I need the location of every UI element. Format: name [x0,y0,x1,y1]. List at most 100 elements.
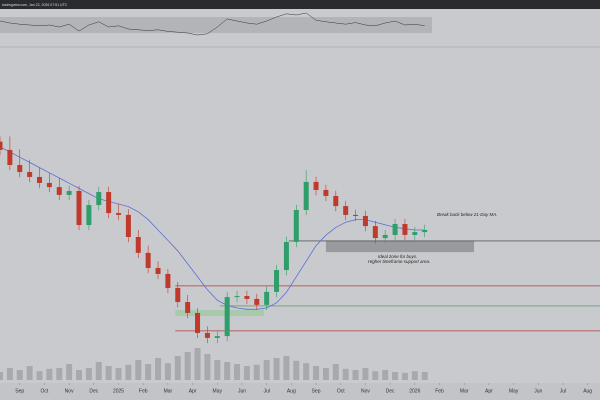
rsi-line [0,12,425,36]
candle-body [313,181,319,190]
candle-body [382,234,388,239]
candle-body [155,267,161,274]
x-tick-label: Apr [189,388,197,394]
candle-body [244,296,250,299]
candle-body [412,232,418,235]
annotation: Higher timeframe support area. [368,259,430,264]
x-tick-label: Jul [263,388,269,394]
volume-bar [125,364,132,380]
candle-body [27,172,33,177]
volume-bar [135,360,142,380]
volume-bar [194,348,201,380]
volume-bar [263,360,270,380]
x-tick-label: Oct [41,388,49,394]
candle-body [402,224,408,235]
x-tick-label: 2026 [409,388,420,394]
volume-bar [184,352,191,380]
candle-body [106,192,112,214]
volume-bar [214,360,221,380]
volume-bar [155,358,162,380]
volume-bar [16,370,23,380]
x-tick-label: Sep [15,388,24,394]
candle-body [293,209,299,242]
top-bar [0,0,600,9]
x-tick-label: Oct [337,388,345,394]
candle-body [214,336,220,338]
candle-body [274,270,280,292]
candle-body [353,214,359,216]
volume-bar [303,363,310,380]
volume-bar [293,360,300,380]
volume-bar [352,370,359,380]
x-tick-label: Feb [435,388,444,394]
volume-bar [421,372,428,380]
candle-body [7,149,13,165]
x-tick-label: Aug [583,388,592,394]
candle-body [195,312,201,333]
volume-bar [36,371,43,380]
volume-bar [392,372,399,380]
volume-bar [46,368,53,380]
volume-bar [115,368,122,380]
x-tick-label: Dec [386,388,395,394]
x-axis-band [0,383,600,400]
x-tick-label: Jul [560,388,566,394]
volume-bar [243,366,250,380]
volume-bar [401,372,408,380]
candle-body [125,214,131,238]
rsi-band [0,17,432,33]
volume-bar [85,368,92,380]
candle-body [56,187,62,195]
candle-body [283,241,289,271]
volume-bar [313,366,320,380]
x-tick-label: Jun [534,388,542,394]
volume-bar [411,371,418,380]
header: tradingview.com, Jan 22, 2026 07:51 UTC [2,3,68,7]
annotation: Ideal zone for buys. [378,254,417,259]
x-tick-label: May [213,388,223,394]
volume-bar [253,364,260,380]
zone [175,310,265,317]
candle-body [224,297,230,337]
candle-body [17,165,23,173]
candle-body [116,213,122,215]
candle-body [422,230,428,233]
candle-body [185,302,191,313]
candle-body [303,181,309,210]
volume-bar [224,362,231,380]
candle-body [0,141,3,150]
volume-bar [204,354,211,380]
volume-bar [382,370,389,380]
volume-bar [0,372,3,380]
x-tick-label: Mar [164,388,173,394]
volume-bar [66,364,73,380]
volume-bar [76,370,83,380]
candle-body [66,191,72,195]
volume-bar [342,368,349,380]
candle-body [165,273,171,288]
x-tick-label: 2025 [113,388,124,394]
candle-body [145,252,151,268]
candle-body [86,205,92,226]
x-tick-label: Jun [238,388,246,394]
volume-bar [283,356,290,380]
candle-body [135,237,141,253]
volume-bar [362,368,369,380]
ma-line [0,146,425,310]
volume-bar [145,364,152,380]
x-tick-label: Nov [65,388,74,394]
candle-body [333,195,339,207]
candle-body [372,226,378,239]
x-tick-label: Apr [485,388,493,394]
candle-body [37,176,43,183]
x-tick-label: Aug [287,388,296,394]
volume-bar [56,368,63,380]
x-tick-label: May [509,388,519,394]
candle-body [362,215,368,227]
zone [325,240,475,253]
candle-body [76,191,82,226]
volume-bar [234,364,241,380]
candle-body [392,224,398,235]
volume-bar [322,368,329,380]
